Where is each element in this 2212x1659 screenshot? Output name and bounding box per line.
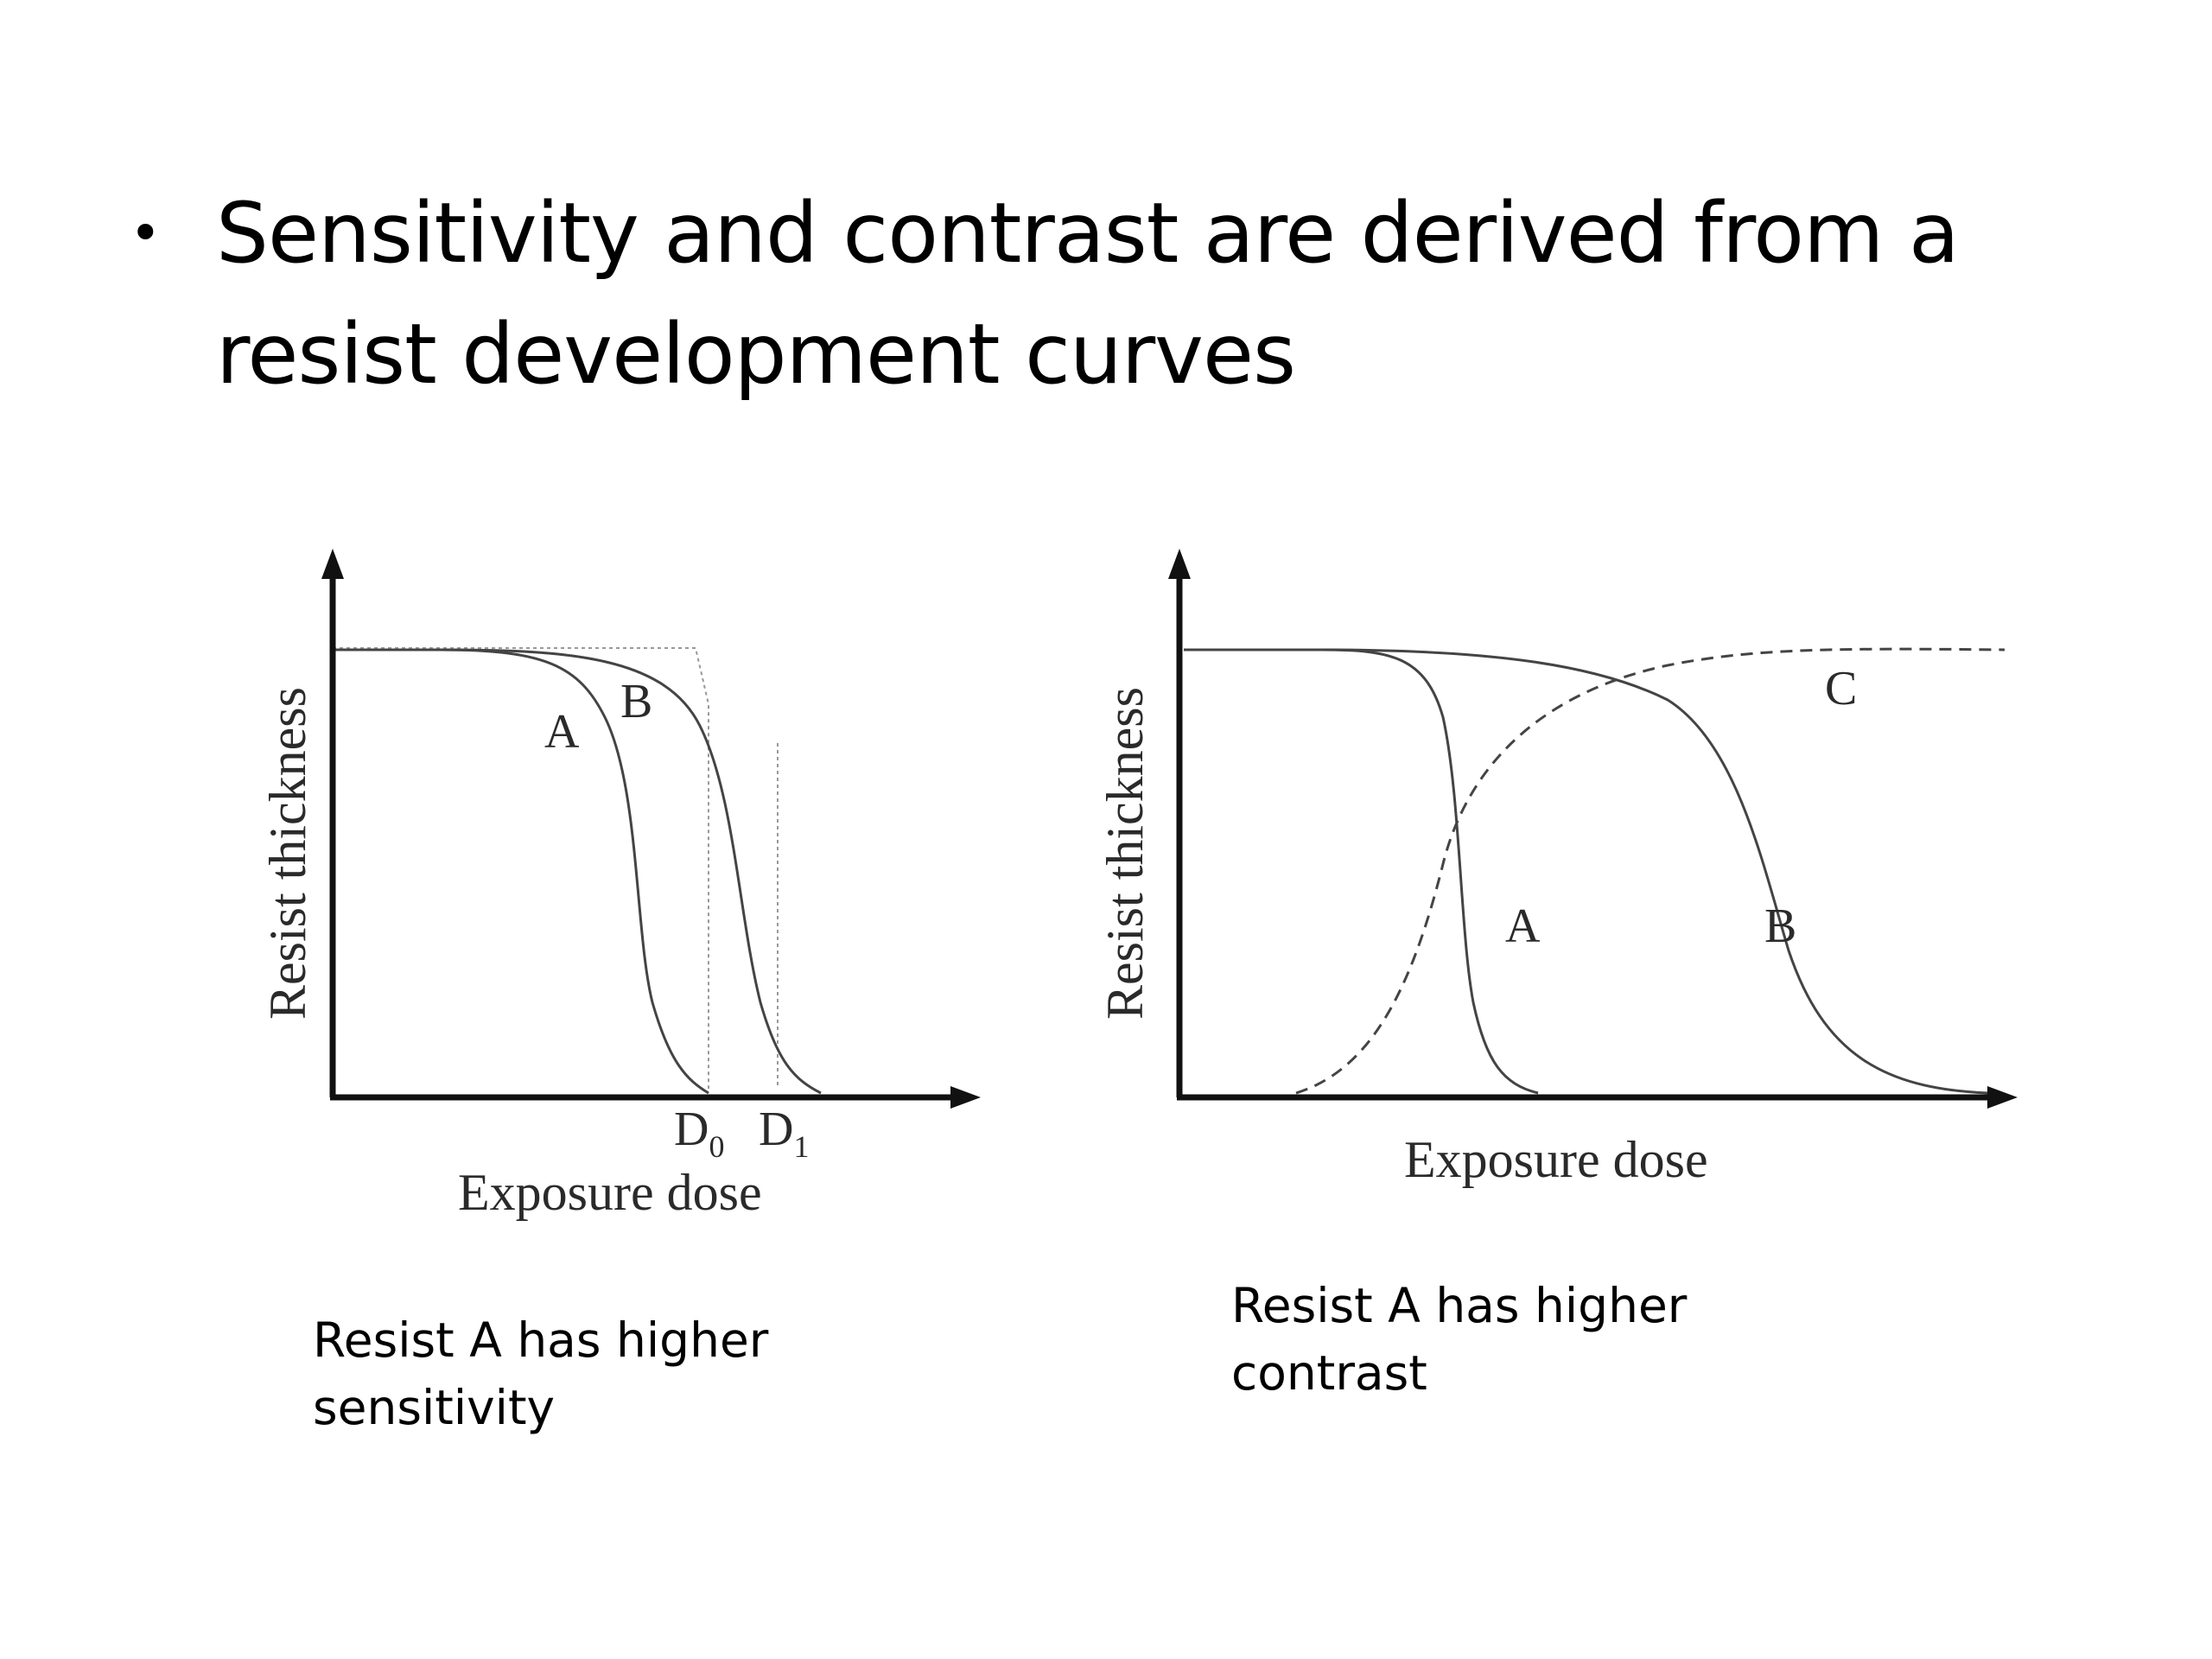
left-curve-a-label: A — [544, 705, 580, 759]
right-curve-a-label: A — [1505, 899, 1541, 953]
right-x-axis-arrow — [1987, 1086, 2018, 1109]
right-curve-c-label: C — [1825, 662, 1857, 715]
right-caption: Resist A has higher contrast — [1231, 1278, 1688, 1401]
left-diagram-svg: Resist thickness Exposure dose A B D0 D1 — [259, 549, 981, 1221]
right-x-axis-label: Exposure dose — [1404, 1131, 1708, 1188]
left-caption: Resist A has higher sensitivity — [313, 1313, 769, 1435]
bullet-item: • Sensitivity and contrast are derived f… — [130, 173, 2031, 415]
right-diagram: Resist thickness Exposure dose A B C — [1063, 518, 2100, 1257]
right-curve-b-label: B — [1764, 899, 1796, 953]
left-curve-b — [333, 648, 822, 1095]
bullet-marker: • — [130, 201, 162, 264]
left-y-axis-arrow — [321, 549, 344, 579]
left-y-axis-label: Resist thickness — [259, 687, 316, 1020]
right-curve-b — [1184, 648, 1988, 1095]
left-x-axis-arrow — [950, 1086, 981, 1109]
left-x-axis-label: Exposure dose — [458, 1164, 762, 1221]
left-d1-label: D1 — [759, 1103, 809, 1164]
left-ideal-step-curve — [333, 647, 709, 1089]
right-curve-a — [1184, 648, 1539, 1095]
left-curve-a — [333, 648, 709, 1095]
right-y-axis-label: Resist thickness — [1096, 687, 1154, 1020]
bullet-text: Sensitivity and contrast are derived fro… — [216, 185, 1960, 403]
right-diagram-svg: Resist thickness Exposure dose A B C — [1096, 549, 2018, 1188]
left-curve-b-label: B — [620, 675, 652, 728]
right-curve-c — [1295, 647, 2005, 1095]
right-y-axis-arrow — [1168, 549, 1191, 579]
left-diagram: Resist thickness Exposure dose A B D0 D1 — [207, 518, 1002, 1257]
left-d0-label: D0 — [674, 1103, 724, 1164]
